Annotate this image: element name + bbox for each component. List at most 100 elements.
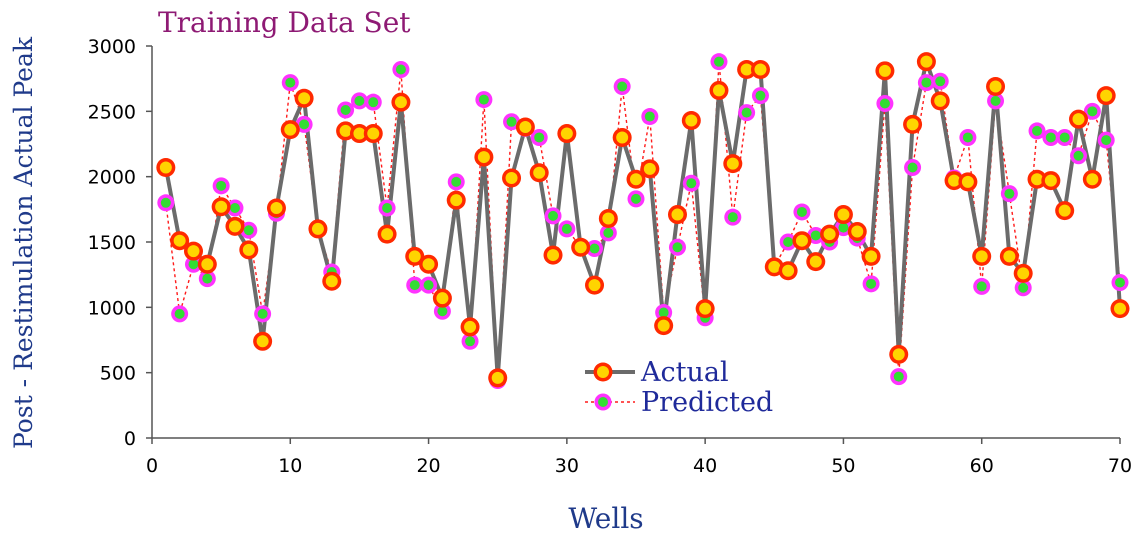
predicted-point-core (1101, 135, 1112, 146)
actual-point-core (740, 63, 753, 76)
actual-point-core (1072, 113, 1085, 126)
actual-point-core (477, 151, 490, 164)
predicted-point-core (368, 97, 379, 108)
actual-point-core (699, 302, 712, 315)
x-tick-label: 0 (146, 455, 158, 477)
y-tick-label: 1500 (88, 232, 136, 254)
actual-point-core (892, 348, 905, 361)
legend-actual-label: Actual (640, 357, 729, 388)
predicted-point-core (796, 206, 807, 217)
predicted-point-core (921, 77, 932, 88)
actual-point-core (1003, 250, 1016, 263)
predicted-point-core (1045, 132, 1056, 143)
predicted-point-core (1032, 125, 1043, 136)
predicted-point-core (907, 162, 918, 173)
actual-point-core (256, 335, 269, 348)
y-tick-label: 2000 (88, 167, 136, 189)
actual-point-core (754, 63, 767, 76)
predicted-point-core (990, 95, 1001, 106)
predicted-point-core (202, 273, 213, 284)
x-tick-label: 20 (416, 455, 440, 477)
actual-point-core (242, 243, 255, 256)
actual-point-core (671, 208, 684, 221)
actual-point-core (934, 94, 947, 107)
actual-point-core (809, 255, 822, 268)
predicted-point-core (644, 111, 655, 122)
predicted-point-core (617, 81, 628, 92)
predicted-point-core (741, 107, 752, 118)
actual-point-core (975, 250, 988, 263)
predicted-point-core (838, 222, 849, 233)
actual-point-core (712, 84, 725, 97)
actual-point-core (1017, 267, 1030, 280)
actual-point-core (906, 118, 919, 131)
predicted-point-core (1018, 282, 1029, 293)
actual-point-core (823, 228, 836, 241)
predicted-point-core (713, 56, 724, 67)
predicted-point-core (409, 280, 420, 291)
predicted-point-core (243, 225, 254, 236)
predicted-point-core (216, 180, 227, 191)
predicted-point-core (1059, 132, 1070, 143)
predicted-point-core (631, 193, 641, 204)
predicted-point-core (1073, 150, 1084, 161)
actual-point-core (630, 173, 642, 186)
predicted-point-core (603, 227, 614, 238)
actual-point-core (491, 371, 504, 384)
actual-point-core (837, 208, 850, 221)
actual-point-core (878, 64, 891, 77)
predicted-point-core (686, 178, 697, 189)
actual-point-core (1031, 173, 1044, 186)
predicted-point-core (1087, 106, 1098, 117)
predicted-point-core (935, 76, 946, 87)
actual-point-core (616, 131, 629, 144)
actual-point-core (1044, 174, 1057, 187)
actual-point-core (339, 124, 352, 137)
actual-point-core (173, 234, 186, 247)
actual-point-core (408, 250, 421, 263)
x-tick-label: 70 (1108, 455, 1132, 477)
actual-point-core (685, 114, 698, 127)
predicted-point-core (658, 307, 669, 318)
predicted-point-core (229, 203, 240, 214)
actual-point-core (284, 123, 297, 136)
actual-point-core (187, 245, 200, 258)
predicted-point-core (589, 243, 600, 254)
actual-point-core (574, 241, 587, 254)
predicted-point-core (879, 98, 890, 109)
x-tick-label: 30 (555, 455, 579, 477)
actual-point-core (422, 258, 435, 271)
actual-point-core (464, 320, 477, 333)
chart-title: Training Data Set (158, 6, 411, 39)
predicted-point-core (299, 119, 310, 130)
actual-point-core (657, 319, 670, 332)
legend-actual-marker-core (597, 366, 609, 378)
predicted-point-core (285, 77, 296, 88)
actual-point-core (768, 260, 781, 273)
predicted-point-core (465, 336, 476, 347)
y-tick-label: 500 (100, 363, 136, 385)
y-tick-label: 0 (124, 428, 136, 450)
actual-point-core (588, 279, 601, 292)
actual-point-core (228, 220, 241, 233)
actual-point-core (989, 80, 1002, 93)
y-tick-label: 2500 (88, 101, 136, 123)
actual-point-core (436, 292, 449, 305)
x-axis-label: Wells (568, 502, 643, 535)
actual-point-core (948, 174, 961, 187)
actual-point-core (961, 175, 974, 188)
predicted-point-core (257, 308, 268, 319)
actual-point-core (298, 92, 311, 105)
y-tick-label: 1000 (88, 297, 136, 319)
actual-point-core (505, 171, 518, 184)
actual-point-core (560, 127, 573, 140)
actual-point-core (643, 162, 656, 175)
axis-ticks: 0 500 1000 1500 2000 2500 3000 0 10 20 30 40 50 60 70 (88, 36, 1132, 477)
actual-point-core (450, 194, 463, 207)
actual-point-core (394, 96, 407, 109)
actual-point-core (353, 127, 366, 140)
predicted-point-core (1115, 277, 1125, 288)
predicted-point-core (506, 116, 517, 127)
predicted-point-core (478, 94, 489, 105)
